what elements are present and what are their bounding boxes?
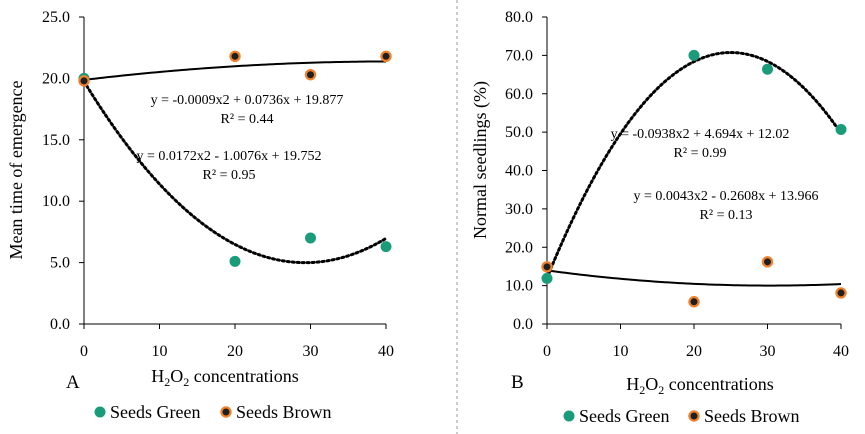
x-tick-label: 20: [227, 343, 243, 360]
y-axis-title: Mean time of emergence: [6, 80, 26, 259]
panel-label: B: [511, 372, 524, 393]
y-tick-label: 80.0: [505, 9, 533, 26]
data-point-seeds-green: [541, 272, 553, 284]
x-tick-label: 10: [613, 343, 629, 360]
data-point-seeds-green: [305, 232, 316, 244]
x-tick-label: 40: [833, 343, 849, 360]
trendline-r-squared: R² = 0.99: [674, 146, 727, 161]
trendline-seeds-brown: [546, 269, 842, 287]
data-point-seeds-brown: [835, 287, 847, 299]
legend-label: Seeds Green: [110, 402, 200, 422]
y-tick-label: 25.0: [42, 9, 70, 26]
x-tick-label: 20: [686, 343, 702, 360]
data-point-seeds-brown: [304, 69, 317, 81]
legend-marker: [563, 410, 575, 422]
data-point-seeds-green: [835, 123, 847, 135]
panel-label: A: [66, 372, 80, 393]
y-tick-label: 40.0: [505, 163, 533, 180]
x-axis-title: H2O2 concentrations: [151, 366, 298, 389]
legend-label: Seeds Brown: [236, 402, 332, 422]
data-point-seeds-brown: [380, 50, 392, 62]
trendline-seeds-green: [82, 79, 388, 265]
legend-marker: [688, 410, 700, 422]
legend-label: Seeds Green: [579, 406, 669, 426]
y-tick-label: 60.0: [505, 86, 533, 103]
y-tick-label: 10.0: [42, 193, 70, 210]
trendline-equation: y = 0.0172x2 - 1.0076x + 19.752: [137, 149, 322, 164]
data-point-seeds-green: [762, 63, 773, 75]
y-tick-label: 0.0: [513, 316, 533, 333]
data-point-seeds-green: [380, 241, 392, 253]
legend-marker: [94, 406, 106, 418]
y-tick-label: 50.0: [505, 124, 533, 141]
x-tick-label: 30: [303, 343, 319, 360]
data-point-seeds-green: [229, 255, 241, 267]
trendline-seeds-green: [545, 51, 843, 280]
data-point-seeds-brown: [688, 296, 700, 308]
x-tick-label: 40: [378, 343, 394, 360]
y-tick-label: 30.0: [505, 201, 533, 218]
trendline-seeds-brown: [83, 60, 387, 81]
trendline-equation: y = -0.0009x2 + 0.0736x + 19.877: [151, 93, 344, 108]
y-tick-label: 70.0: [505, 47, 533, 64]
chart-panel-a: 0.0 5.0 10.0 15.0 20.0 25.0 0 10 20 30 40 Mean time…: [6, 9, 394, 422]
legend-label: Seeds Brown: [704, 406, 800, 426]
y-axis-title: Normal seedlings (%): [470, 81, 491, 239]
y-tick-label: 10.0: [505, 278, 533, 295]
trendline-r-squared: R² = 0.95: [203, 168, 256, 183]
data-point-seeds-brown: [541, 261, 553, 273]
trendline-equation: y = 0.0043x2 - 0.2608x + 13.966: [634, 189, 819, 204]
legend-marker: [220, 406, 232, 418]
data-point-seeds-brown: [761, 256, 774, 268]
chart-panel-b: 0.0 10.0 20.0 30.0 40.0 50.0 60.0 70.0 80.0 0 10 20…: [470, 9, 849, 426]
x-tick-label: 0: [543, 343, 551, 360]
x-tick-label: 10: [152, 343, 168, 360]
y-tick-label: 20.0: [42, 70, 70, 87]
x-axis-title: H2O2 concentrations: [626, 374, 773, 397]
data-point-seeds-brown: [78, 75, 90, 87]
trendline-equation: y = -0.0938x2 + 4.694x + 12.02: [611, 127, 790, 142]
trendline-r-squared: R² = 0.13: [700, 208, 753, 223]
x-tick-label: 30: [760, 343, 776, 360]
y-tick-label: 5.0: [50, 255, 70, 272]
y-tick-label: 20.0: [505, 239, 533, 256]
trendline-r-squared: R² = 0.44: [221, 112, 274, 127]
x-tick-label: 0: [80, 343, 88, 360]
data-point-seeds-brown: [229, 50, 241, 62]
y-tick-label: 0.0: [50, 316, 70, 333]
data-point-seeds-green: [688, 49, 700, 61]
y-tick-label: 15.0: [42, 132, 70, 149]
